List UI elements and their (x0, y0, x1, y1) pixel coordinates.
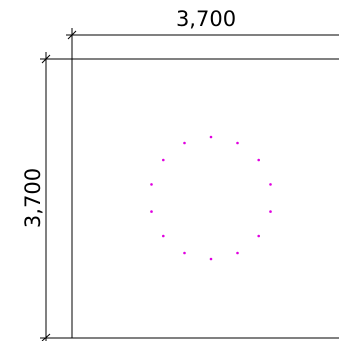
point-marker (183, 141, 186, 145)
point-marker (257, 158, 261, 162)
left-dimension-label: 3,700 (21, 168, 45, 228)
point-marker (209, 135, 213, 139)
point-marker (236, 251, 239, 255)
top-dimension-tick (67, 30, 77, 40)
point-marker (269, 183, 272, 186)
top-dimension: 3,700 (66, 7, 339, 60)
point-marker (183, 251, 186, 255)
left-dimension: 3,700 (21, 52, 72, 341)
point-marker (162, 158, 165, 162)
point-marker (269, 210, 272, 213)
point-marker (236, 141, 239, 145)
left-dimension-tick-top (41, 54, 51, 64)
point-marker (209, 257, 213, 261)
point-marker (162, 234, 165, 238)
point-marker (257, 234, 261, 238)
point-marker (150, 210, 153, 213)
point-circle (150, 135, 272, 261)
point-marker (150, 183, 153, 186)
top-dimension-label: 3,700 (176, 7, 236, 31)
room-outline (71, 58, 339, 339)
left-dimension-tick-bottom (41, 333, 51, 341)
